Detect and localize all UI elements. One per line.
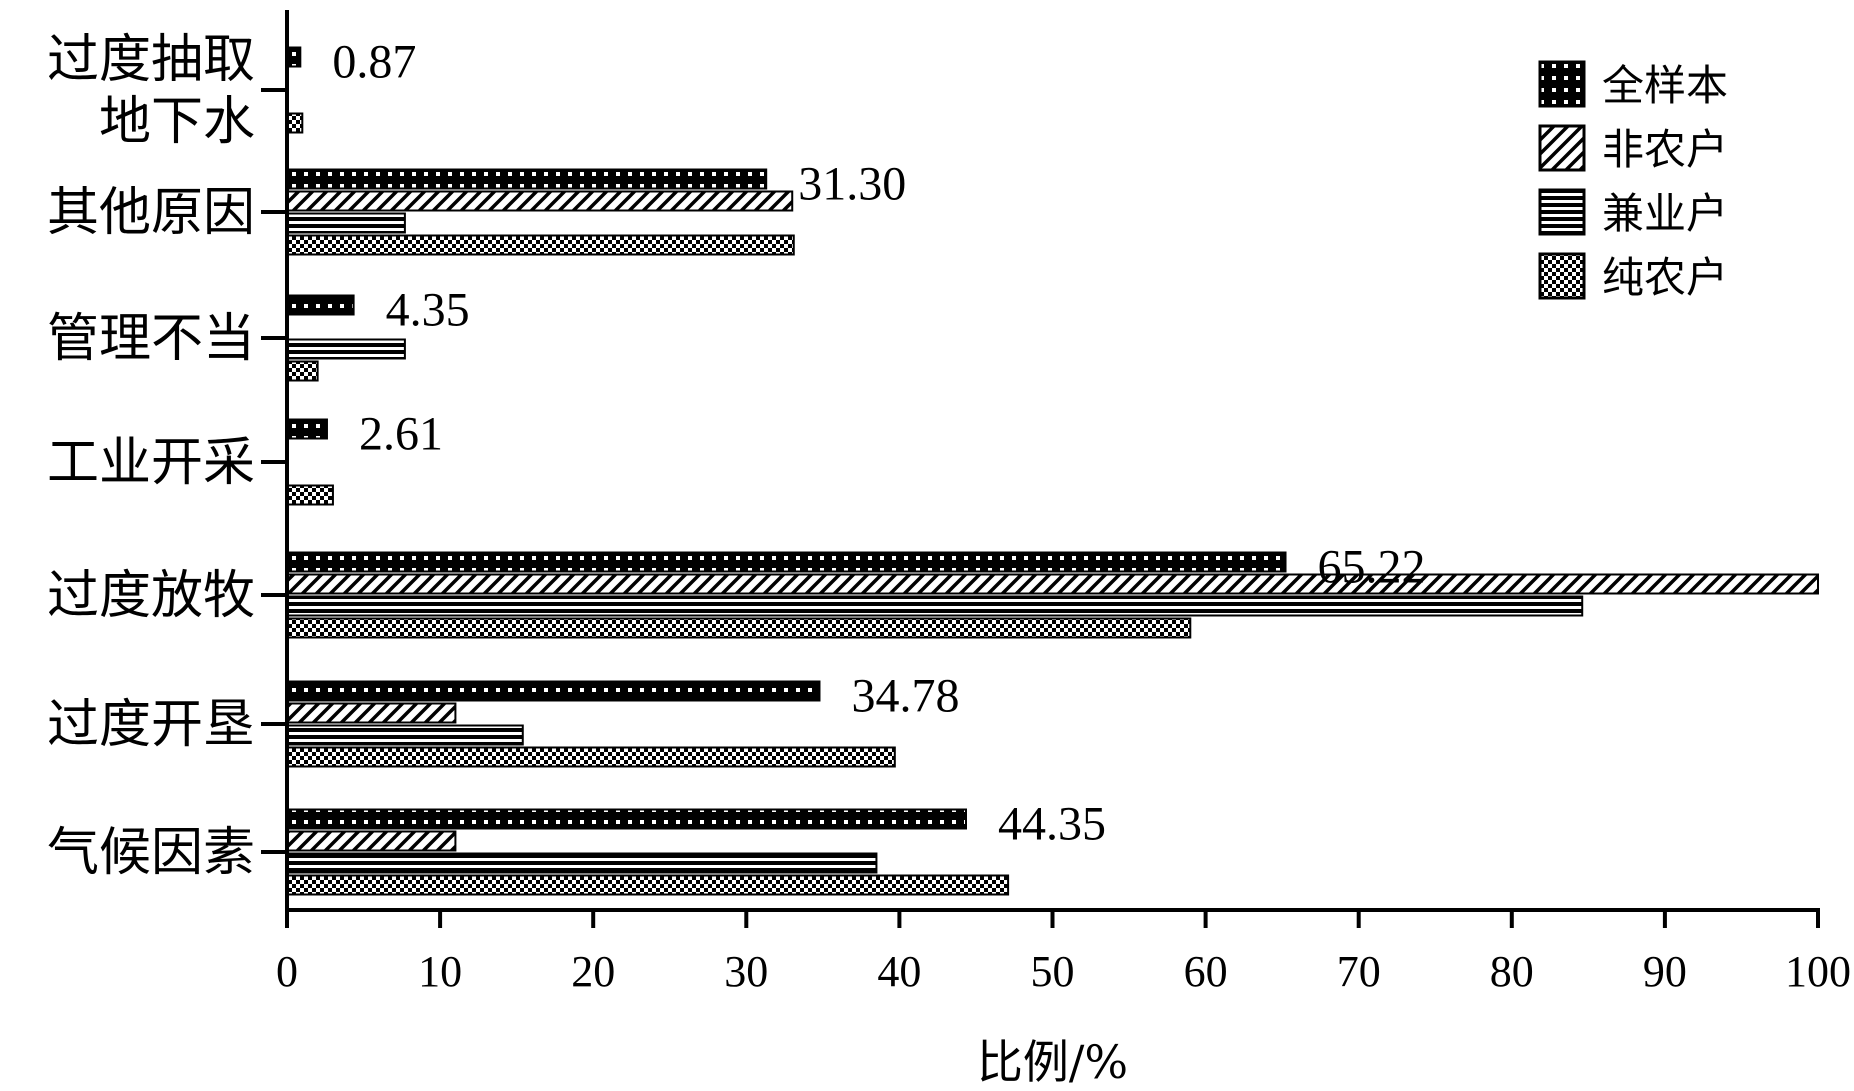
x-tick-label-2: 10	[418, 947, 462, 996]
category-label-1: 过度抽取地下水	[47, 30, 255, 152]
bar-1-3	[286, 294, 355, 316]
legend-label-1: 全样本	[1602, 61, 1728, 110]
x-tick-label-3: 20	[571, 947, 615, 996]
data-label-7: 44.35	[998, 798, 1106, 851]
bar-1-5	[286, 551, 1287, 573]
bar-2-2	[286, 190, 794, 212]
x-tick-label-6: 50	[1031, 947, 1075, 996]
x-tick-label-4: 30	[724, 947, 768, 996]
x-tick-label-9: 80	[1490, 947, 1534, 996]
legend-swatch-1	[1538, 60, 1586, 108]
bar-1-7	[286, 808, 967, 830]
category-label-3: 管理不当	[47, 309, 255, 369]
data-label-1: 0.87	[332, 36, 416, 89]
bar-4-6	[286, 746, 896, 768]
legend-swatch-4	[1538, 252, 1586, 300]
axes-group	[261, 10, 1820, 928]
bar-1-4	[286, 418, 328, 440]
legend-swatch-3	[1538, 188, 1586, 236]
data-label-5: 65.22	[1318, 541, 1426, 594]
category-label-7: 气候因素	[47, 823, 255, 883]
bar-3-5	[286, 595, 1584, 617]
x-tick-label-7: 60	[1184, 947, 1228, 996]
bar-4-7	[286, 874, 1010, 896]
bar-4-4	[286, 484, 334, 506]
category-label-4: 工业开采	[47, 433, 255, 493]
bar-4-5	[286, 617, 1192, 639]
bar-3-2	[286, 212, 406, 234]
bar-4-1	[286, 112, 304, 134]
bar-4-3	[286, 360, 319, 382]
bar-2-7	[286, 830, 457, 852]
x-tick-label-11: 100	[1785, 947, 1851, 996]
bar-4-2	[286, 234, 795, 256]
data-label-2: 31.30	[798, 158, 906, 211]
category-label-2: 其他原因	[47, 183, 255, 243]
bar-1-6	[286, 680, 821, 702]
data-label-3: 4.35	[386, 284, 470, 337]
x-tick-label-1: 0	[276, 947, 298, 996]
bar-2-5	[286, 573, 1819, 595]
legend-label-2: 非农户	[1602, 125, 1728, 174]
legend-swatch-2	[1538, 124, 1586, 172]
bar-3-3	[286, 338, 406, 360]
x-axis-title: 比例/%	[977, 1035, 1128, 1089]
x-tick-label-5: 40	[877, 947, 921, 996]
bar-3-7	[286, 852, 878, 874]
bar-2-6	[286, 702, 457, 724]
legend-label-3: 兼业户	[1602, 189, 1728, 238]
data-label-4: 2.61	[359, 408, 443, 461]
category-label-5: 过度放牧	[47, 566, 255, 626]
labels-group: 0 10 20 30 40 50 60 70 80 90 100 比例/% 过度抽取地下水其他原因管理不…	[47, 30, 1851, 1089]
legend-label-4: 纯农户	[1602, 253, 1728, 302]
category-label-6: 过度开垦	[47, 695, 255, 755]
x-tick-label-8: 70	[1337, 947, 1381, 996]
bars-group	[286, 46, 1819, 896]
data-label-6: 34.78	[851, 670, 959, 723]
bar-3-6	[286, 724, 524, 746]
x-tick-label-10: 90	[1643, 947, 1687, 996]
bar-1-2	[286, 168, 768, 190]
